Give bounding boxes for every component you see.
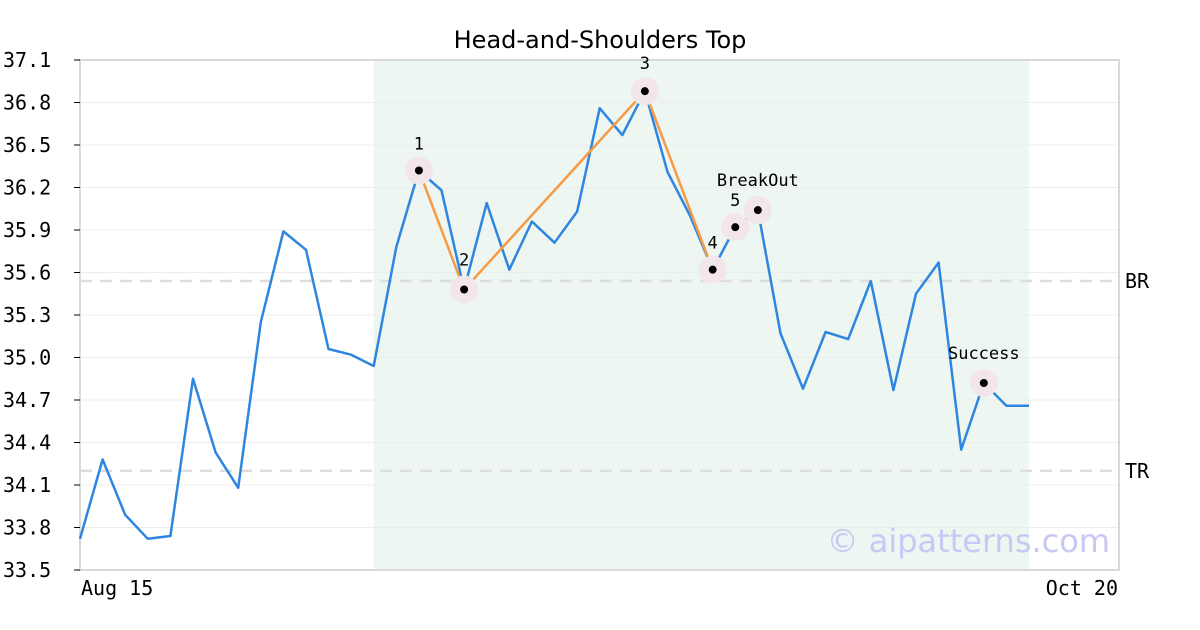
y-tick-label: 34.4: [3, 431, 51, 455]
watermark: © aipatterns.com: [827, 522, 1110, 560]
success-point: [979, 379, 988, 387]
x-axis-ticks: Aug 15 Oct 20: [81, 576, 1118, 600]
success-label: Success: [948, 344, 1020, 364]
level-lines: BR TR: [80, 269, 1150, 483]
y-tick-label: 35.3: [3, 303, 51, 327]
y-axis-ticks: 33.5 33.8 34.1 34.4 34.7 35.0 35.3 35.6 35.9 36.2…: [3, 48, 80, 582]
pattern-point-label: 1: [414, 135, 424, 155]
y-tick-label: 35.9: [3, 218, 51, 242]
gridlines: [80, 59, 1119, 571]
y-tick-label: 35.0: [3, 346, 51, 370]
y-tick-label: 36.8: [3, 91, 51, 115]
y-tick-label: 34.1: [3, 473, 51, 497]
pattern-point-3: [640, 87, 649, 96]
pattern-point-label: 4: [708, 234, 718, 254]
y-tick-label: 35.6: [3, 261, 51, 285]
breakout-point: [753, 206, 762, 215]
price-line: [78, 89, 1029, 541]
pattern-point-2: [460, 285, 469, 294]
pattern-point-5: [731, 223, 740, 232]
chart-title: Head-and-Shoulders Top: [454, 26, 747, 54]
y-tick-label: 36.2: [3, 176, 51, 200]
pattern-point-label: 3: [640, 54, 650, 74]
pattern-point-4: [708, 265, 717, 274]
breakout-label: BreakOut: [717, 171, 799, 191]
price-series: [78, 89, 1029, 541]
pattern-point-label: 5: [730, 191, 740, 211]
pattern-line: [417, 89, 714, 291]
y-tick-label: 36.5: [3, 133, 51, 157]
y-tick-label: 33.8: [3, 516, 51, 540]
y-tick-label: 33.5: [3, 558, 51, 582]
y-tick-label: 34.7: [3, 388, 51, 412]
x-tick-label: Oct 20: [1046, 576, 1118, 600]
level-label: TR: [1125, 459, 1150, 483]
pattern-point-1: [414, 166, 423, 175]
y-tick-label: 37.1: [3, 48, 51, 72]
pattern-point-label: 2: [459, 251, 469, 271]
x-tick-label: Aug 15: [81, 576, 153, 600]
level-label: BR: [1125, 269, 1150, 293]
